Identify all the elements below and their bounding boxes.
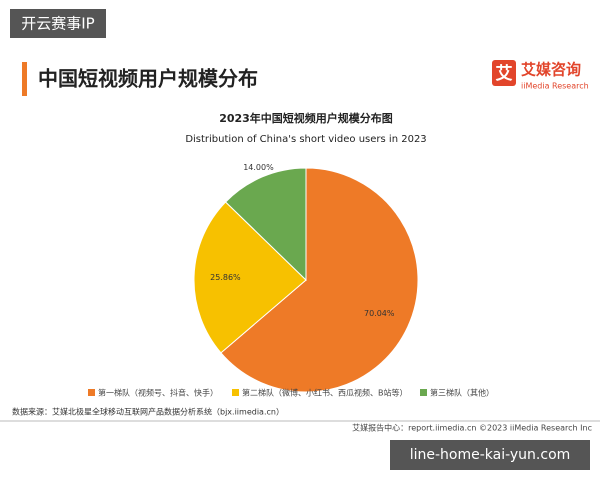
logo-en: iiMedia Research [521,82,589,91]
legend: 第一梯队（视频号、抖音、快手） 第二梯队（微博、小红书、西瓜视频、B站等） 第三梯队… [88,388,494,398]
data-label: 14.00% [243,163,274,172]
url-watermark-box [390,440,590,470]
chart-subtitle: Distribution of China's short video user… [185,134,426,145]
legend-swatch [232,389,239,396]
data-label: 25.86% [210,273,241,282]
source: 数据来源：艾媒北极星全球移动互联网产品数据分析系统（bjx.iimedia.cn… [12,407,284,417]
logo-icon-box [492,60,516,86]
legend-label: 第三梯队（其他） [430,388,494,398]
chart-title: 2023年中国短视频用户规模分布图 [219,111,393,125]
pie-slice [220,167,419,393]
legend-label: 第一梯队（视频号、抖音、快手） [98,388,218,398]
pie-slice [224,167,307,282]
header-title: 中国短视频用户规模分布 [38,67,258,91]
data-label: 70.04% [364,309,395,318]
watermark: 开云赛事IP [21,15,94,33]
legend-swatch [88,389,95,396]
logo-cn: 艾媒咨询 [521,61,581,79]
url-watermark: line-home-kai-yun.com [410,447,571,463]
header-bar [22,62,27,96]
pie-slice [193,201,307,354]
logo-icon: 艾 [496,63,513,84]
legend-label: 第二梯队（微博、小红书、西瓜视频、B站等） [242,388,408,398]
footer: 艾媒报告中心：report.iimedia.cn ©2023 iiMedia R… [352,423,592,433]
legend-swatch [420,389,427,396]
pie: 70.04% 25.86% 14.00% [193,163,419,393]
watermark-box [10,9,106,38]
